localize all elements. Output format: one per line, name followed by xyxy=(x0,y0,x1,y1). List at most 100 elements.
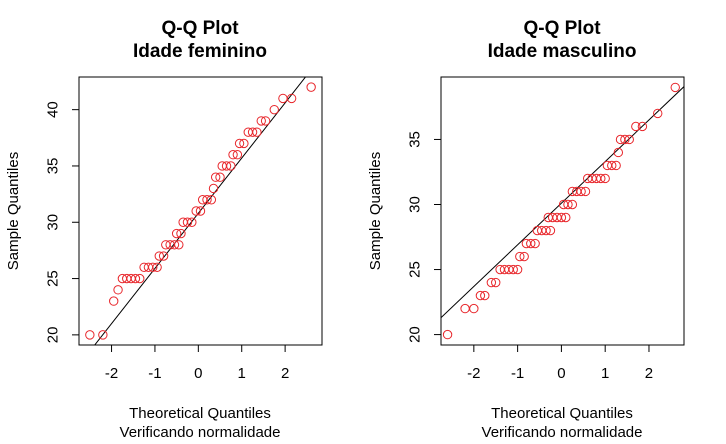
data-point xyxy=(631,121,641,132)
data-point xyxy=(182,217,193,227)
x-axis: -2 -1 0 1 2 xyxy=(467,345,653,382)
data-point xyxy=(215,172,225,182)
qq-plot-panel-female: Q-Q Plot Idade feminino -2 -1 0 1 2 20 25 30 35… xyxy=(5,18,323,441)
data-point xyxy=(202,195,212,205)
data-point xyxy=(637,121,648,132)
data-point xyxy=(519,251,529,262)
data-point xyxy=(130,273,141,284)
y-tick-label: 40 xyxy=(45,101,62,118)
data-point xyxy=(653,108,663,119)
data-point xyxy=(152,262,162,273)
data-point xyxy=(508,264,518,275)
data-point xyxy=(541,225,551,236)
data-point xyxy=(556,212,567,223)
data-point xyxy=(580,186,591,197)
y-tick-label: 25 xyxy=(45,270,62,287)
data-point xyxy=(620,134,630,145)
data-point xyxy=(113,285,123,295)
x-axis-label: Theoretical Quantiles xyxy=(129,405,271,422)
data-point xyxy=(611,160,621,171)
data-point xyxy=(480,290,490,301)
data-point xyxy=(206,195,217,205)
x-tick-label: 1 xyxy=(238,365,246,382)
data-point xyxy=(576,186,586,197)
data-point xyxy=(252,127,262,137)
data-point xyxy=(670,82,680,93)
data-point xyxy=(191,206,201,216)
data-point xyxy=(512,264,523,275)
data-point xyxy=(526,238,536,249)
qq-plot-panel-male: Q-Q Plot Idade masculino -2 -1 0 1 2 20 25 30 3… xyxy=(367,18,685,441)
data-point xyxy=(208,183,219,194)
chart-subtitle: Idade feminino xyxy=(133,41,267,62)
data-point xyxy=(624,134,634,145)
x-tick-label: 0 xyxy=(557,365,565,382)
data-point xyxy=(221,161,232,171)
x-tick-label: 2 xyxy=(281,365,289,382)
y-axis-label: Sample Quantiles xyxy=(5,152,22,270)
chart-subtitle: Idade masculino xyxy=(488,41,637,62)
data-point xyxy=(306,82,316,92)
data-point xyxy=(228,149,238,160)
x-axis-label-secondary: Verificando normalidade xyxy=(482,424,643,441)
data-point xyxy=(256,116,266,126)
x-axis-label-secondary: Verificando normalidade xyxy=(120,424,281,441)
plot-content xyxy=(441,82,684,340)
y-tick-label: 20 xyxy=(407,326,424,343)
data-point xyxy=(239,138,249,149)
x-tick-label: 1 xyxy=(601,365,609,382)
plot-content xyxy=(85,77,316,345)
chart-title: Q-Q Plot xyxy=(161,18,239,39)
x-tick-label: -2 xyxy=(467,365,480,382)
data-point xyxy=(176,228,186,239)
y-axis: 20 25 30 35 xyxy=(407,131,441,343)
x-axis-label: Theoretical Quantiles xyxy=(491,405,633,422)
data-point xyxy=(600,173,610,184)
data-point xyxy=(234,138,245,149)
data-point xyxy=(195,206,206,216)
data-point xyxy=(613,147,624,158)
data-point xyxy=(460,303,470,314)
x-tick-label: -2 xyxy=(105,365,118,382)
x-axis: -2 -1 0 1 2 xyxy=(105,345,289,382)
data-point xyxy=(226,161,236,171)
data-point xyxy=(469,303,479,314)
data-point xyxy=(561,212,571,223)
data-point xyxy=(247,127,258,137)
x-tick-label: -1 xyxy=(511,365,524,382)
qq-reference-line xyxy=(441,85,684,319)
data-point xyxy=(563,199,573,210)
data-point xyxy=(232,149,243,160)
y-tick-label: 20 xyxy=(45,327,62,344)
data-point xyxy=(210,172,221,182)
x-tick-label: 2 xyxy=(645,365,653,382)
data-point xyxy=(85,330,95,340)
data-point xyxy=(278,93,288,104)
data-point xyxy=(148,262,158,273)
data-point xyxy=(596,173,606,184)
data-point xyxy=(491,277,501,288)
data-point xyxy=(286,93,297,104)
data-point xyxy=(475,290,486,301)
y-axis-label: Sample Quantiles xyxy=(367,152,384,270)
data-point xyxy=(158,251,169,261)
x-tick-label: 0 xyxy=(194,365,202,382)
data-point xyxy=(269,104,279,115)
y-axis: 20 25 30 35 40 xyxy=(45,101,79,344)
data-point xyxy=(567,199,578,210)
x-tick-label: -1 xyxy=(148,365,161,382)
plot-area xyxy=(440,76,685,346)
data-point xyxy=(135,273,145,284)
chart-title: Q-Q Plot xyxy=(523,18,601,39)
y-tick-label: 30 xyxy=(407,196,424,213)
data-point xyxy=(530,238,540,249)
data-point xyxy=(515,251,525,262)
data-point xyxy=(174,240,184,250)
data-point xyxy=(98,330,108,340)
data-point xyxy=(486,277,497,288)
data-point xyxy=(169,240,180,250)
data-point xyxy=(607,160,617,171)
y-tick-label: 30 xyxy=(45,214,62,231)
data-point xyxy=(545,225,556,236)
